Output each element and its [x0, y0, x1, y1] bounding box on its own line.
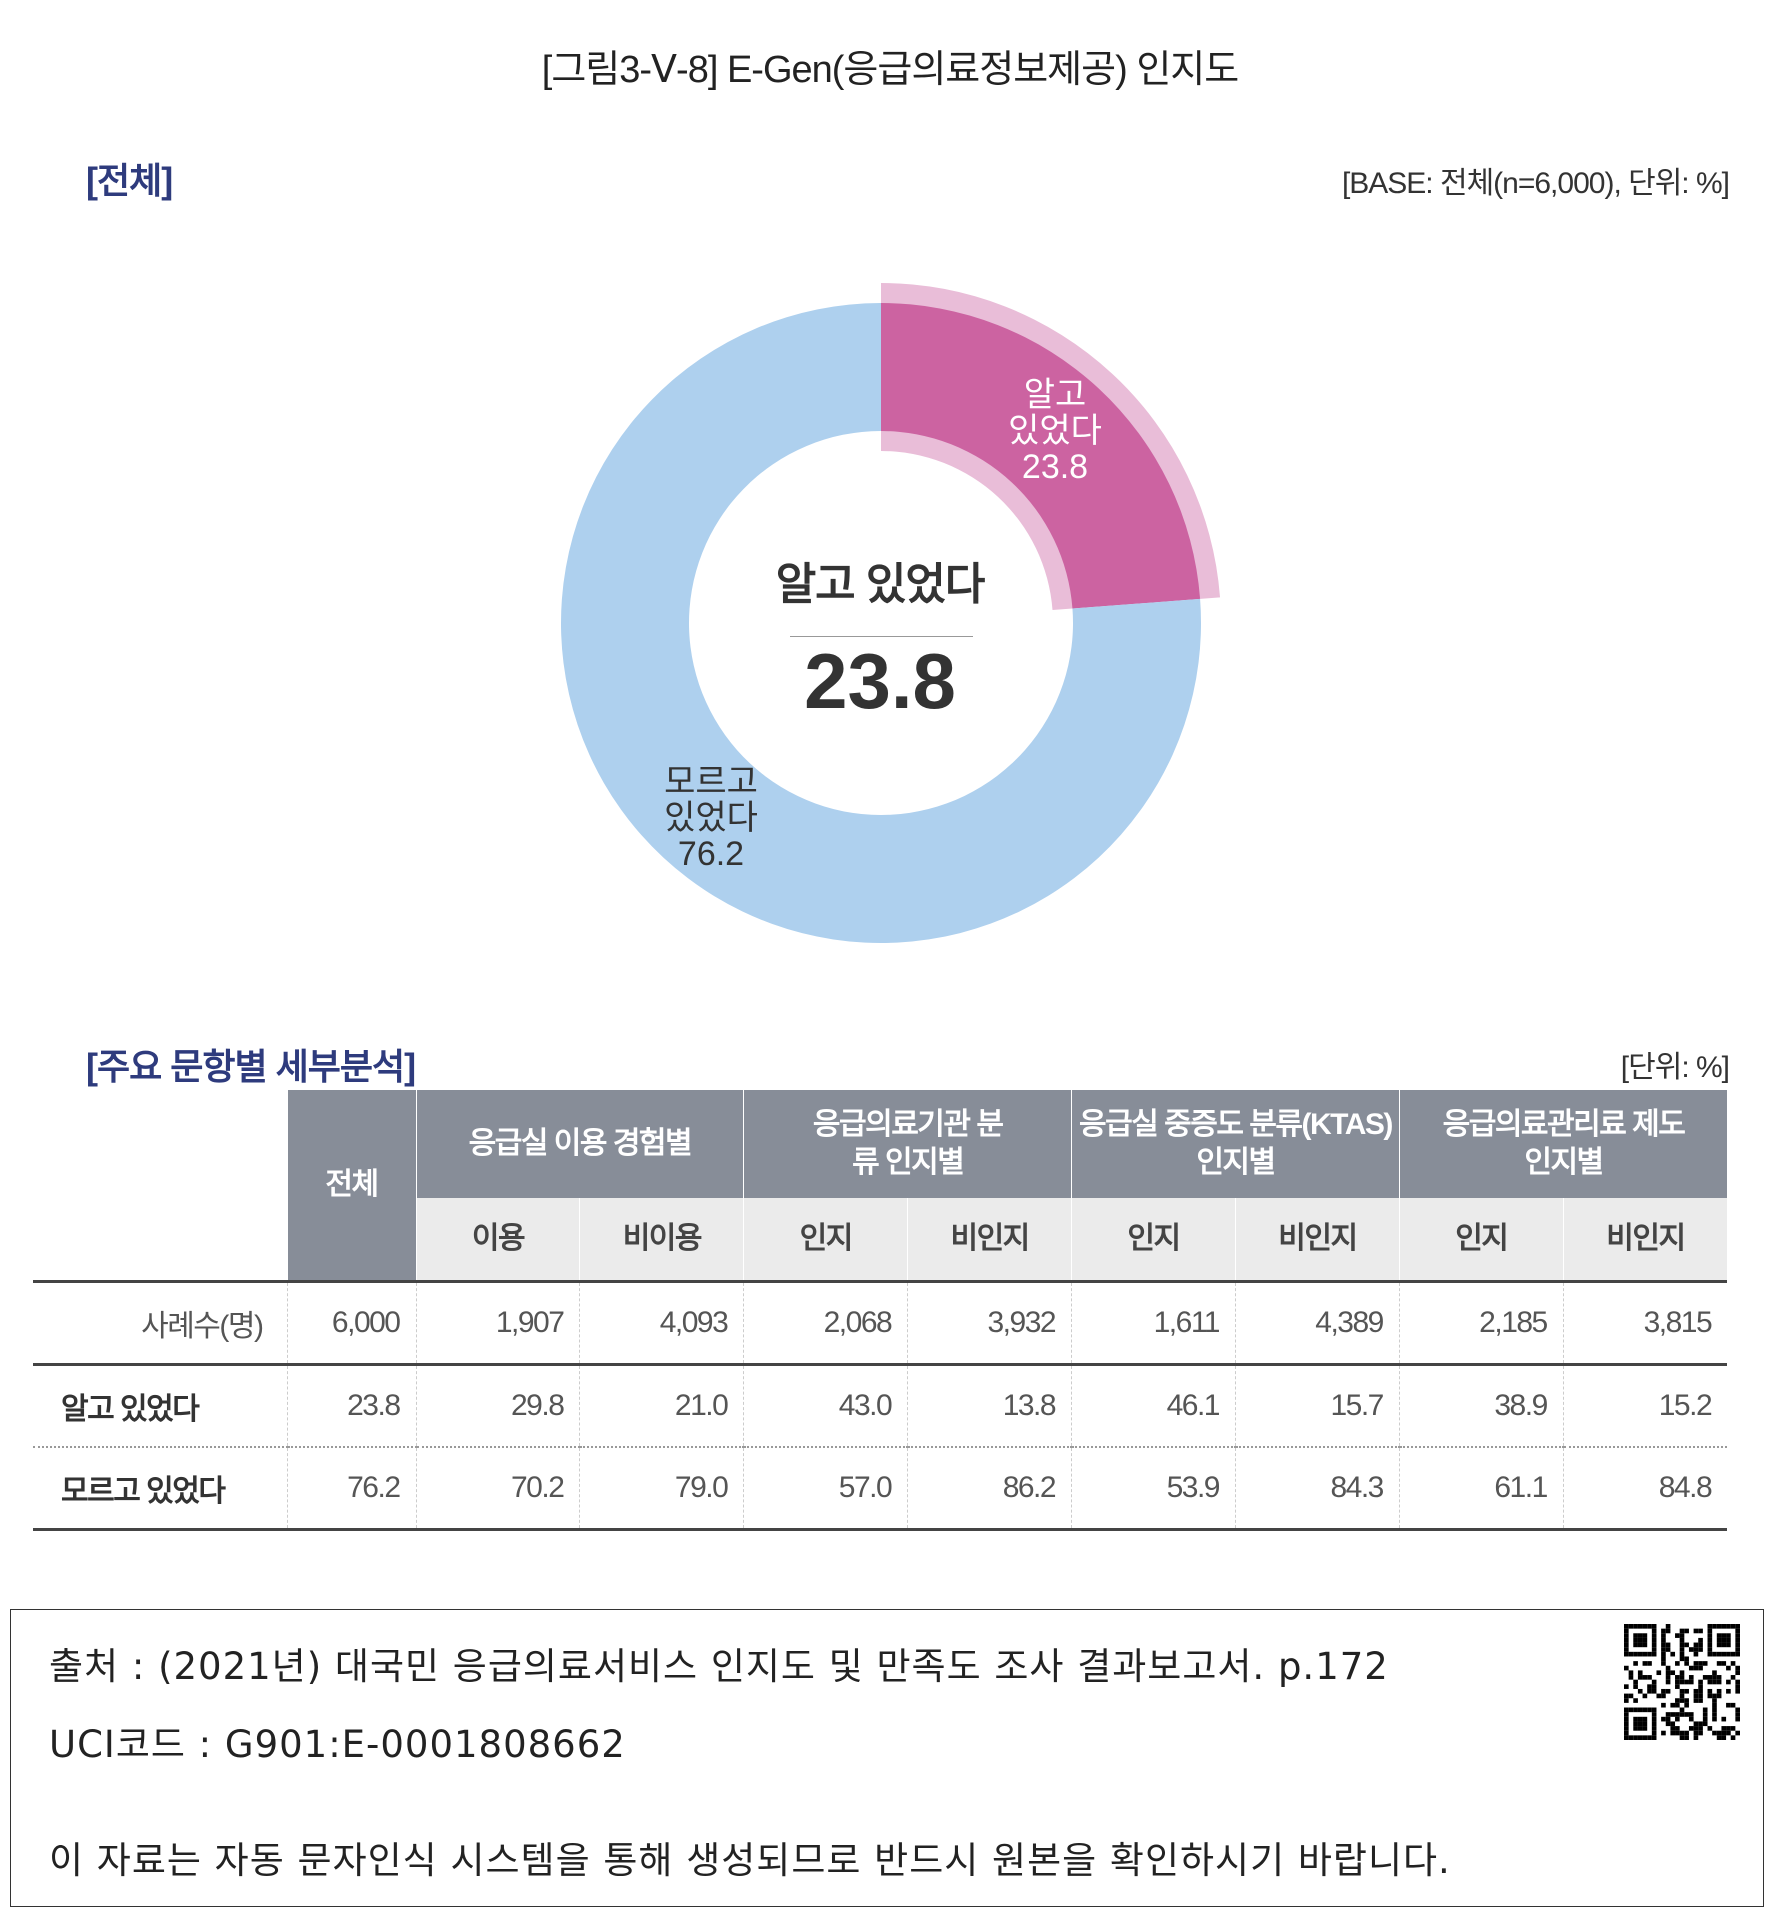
table-cell: 84.8: [1562, 1447, 1728, 1531]
table-row: 모르고 있었다 76.2 70.2 79.0 57.0 86.2 53.9 84.3 61.1 8…: [33, 1447, 1728, 1531]
table-cell: 84.3: [1234, 1447, 1400, 1531]
header-sub: 비이용: [579, 1198, 744, 1282]
table-cell: 1,907: [415, 1280, 580, 1366]
slice-label-line: 알고: [1023, 376, 1087, 414]
table-cell: 3,932: [907, 1280, 1072, 1366]
row-label: 사례수(명): [33, 1280, 287, 1366]
header-sub: 비인지: [907, 1198, 1072, 1282]
slice-label-unknown: 모르고 있었다 76.2: [611, 764, 811, 872]
table-cell: 70.2: [415, 1447, 580, 1531]
ocr-notice: 이 자료는 자동 문자인식 시스템을 통해 생성되므로 반드시 원본을 확인하시…: [49, 1839, 1451, 1882]
table-cell: 76.2: [286, 1447, 416, 1531]
source-box: 출처 : (2021년) 대국민 응급의료서비스 인지도 및 만족도 조사 결과…: [10, 1609, 1764, 1907]
header-group: 응급의료기관 분류 인지별: [743, 1090, 1072, 1198]
table-cell: 1,611: [1071, 1280, 1236, 1366]
base-note: [BASE: 전체(n=6,000), 단위: %]: [1341, 167, 1730, 200]
slice-label-known: 알고 있었다 23.8: [955, 377, 1155, 485]
qr-code-icon: [1624, 1624, 1740, 1740]
table-cell: 2,068: [743, 1280, 908, 1366]
header-sub: 인지: [1398, 1198, 1564, 1282]
slice-label-line: 모르고: [664, 763, 758, 801]
table-cell: 21.0: [579, 1364, 744, 1448]
detail-section-label: [주요 문항별 세부분석]: [86, 1046, 416, 1087]
detail-unit-note: [단위: %]: [1620, 1051, 1730, 1084]
table-cell: 38.9: [1398, 1364, 1564, 1448]
header-group: 응급실 중증도 분류(KTAS) 인지별: [1071, 1090, 1400, 1198]
slice-label-line: 있었다: [1008, 412, 1102, 450]
slice-label-line: 있었다: [664, 799, 758, 837]
slice-value: 23.8: [1021, 448, 1089, 486]
table-cell: 2,185: [1398, 1280, 1564, 1366]
header-sub: 비인지: [1234, 1198, 1400, 1282]
center-label: 알고 있었다: [775, 560, 986, 609]
table-row: 사례수(명) 6,000 1,907 4,093 2,068 3,932 1,611 4,38…: [33, 1280, 1728, 1366]
corner-cell: [33, 1090, 287, 1282]
center-divider: [790, 636, 973, 637]
uci-code: UCI코드 : G901:E-0001808662: [49, 1723, 626, 1766]
table-cell: 15.7: [1234, 1364, 1400, 1448]
detail-table: 전체 응급실 이용 경험별 응급의료기관 분류 인지별 응급실 중증도 분류(K…: [33, 1090, 1728, 1531]
table-cell: 4,389: [1234, 1280, 1400, 1366]
header-sub: 이용: [415, 1198, 580, 1282]
table-cell: 79.0: [579, 1447, 744, 1531]
overall-section-label: [전체]: [86, 160, 173, 201]
table-cell: 46.1: [1071, 1364, 1236, 1448]
header-sub: 인지: [1071, 1198, 1236, 1282]
table-cell: 13.8: [907, 1364, 1072, 1448]
header-sub: 인지: [743, 1198, 908, 1282]
center-value: 23.8: [804, 637, 956, 725]
donut-chart: [560, 283, 1221, 943]
donut-slice: [560, 303, 1201, 943]
figure-title: [그림3-Ⅴ-8] E-Gen(응급의료정보제공) 인지도: [541, 49, 1239, 91]
table-cell: 29.8: [415, 1364, 580, 1448]
row-label: 알고 있었다: [33, 1364, 287, 1448]
header-total: 전체: [286, 1090, 416, 1282]
header-group: 응급의료관리료 제도 인지별: [1398, 1090, 1728, 1198]
table-cell: 3,815: [1562, 1280, 1728, 1366]
table-cell: 53.9: [1071, 1447, 1236, 1531]
header-sub: 비인지: [1562, 1198, 1728, 1282]
table-cell: 43.0: [743, 1364, 908, 1448]
row-label: 모르고 있었다: [33, 1447, 287, 1531]
donut-slice: [881, 303, 1201, 609]
source-citation: 출처 : (2021년) 대국민 응급의료서비스 인지도 및 만족도 조사 결과…: [49, 1645, 1389, 1688]
table-cell: 61.1: [1398, 1447, 1564, 1531]
table-cell: 23.8: [286, 1364, 416, 1448]
table-row: 알고 있었다 23.8 29.8 21.0 43.0 13.8 46.1 15.7 38.9 15…: [33, 1364, 1728, 1448]
slice-value: 76.2: [677, 835, 745, 873]
header-group: 응급실 이용 경험별: [415, 1090, 744, 1198]
table-cell: 6,000: [286, 1280, 416, 1366]
table-cell: 57.0: [743, 1447, 908, 1531]
table-cell: 15.2: [1562, 1364, 1728, 1448]
table-cell: 86.2: [907, 1447, 1072, 1531]
table-cell: 4,093: [579, 1280, 744, 1366]
